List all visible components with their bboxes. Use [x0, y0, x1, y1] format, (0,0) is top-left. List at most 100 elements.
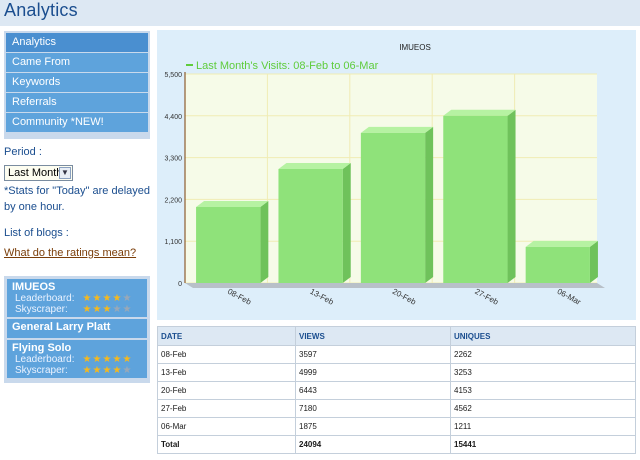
cell-date: 06-Mar — [157, 417, 296, 436]
skyscraper-label: Skyscraper: — [15, 365, 68, 376]
star-icon: ★ — [122, 292, 132, 304]
star-icon: ★ — [82, 292, 92, 304]
cell-views: 7180 — [295, 399, 451, 418]
blogs-list-label: List of blogs : — [4, 227, 69, 239]
blog-item-flying-solo[interactable]: Flying Solo Leaderboard: ★ ★ ★ ★ ★ Skyscrape… — [7, 340, 147, 378]
visits-bar-chart: 0 1,100 2,200 3,300 4,400 5,500 08-Feb 13-Feb 20… — [164, 43, 605, 307]
x-tick-label: 13-Feb — [308, 287, 335, 307]
star-icon: ★ — [92, 364, 102, 376]
table-header-row: DATE VIEWS UNIQUES — [157, 326, 636, 346]
period-label: Period : — [4, 146, 42, 158]
star-rating: ★ ★ ★ ★ ★ — [82, 353, 132, 365]
bar-top — [278, 163, 351, 169]
y-tick-label: 1,100 — [164, 239, 182, 246]
bar — [196, 207, 261, 283]
cell-views: 4999 — [295, 363, 451, 382]
leaderboard-label: Leaderboard: — [15, 293, 75, 304]
column-header-uniques: UNIQUES — [450, 326, 636, 346]
cell-date: 27-Feb — [157, 399, 296, 418]
star-icon: ★ — [92, 292, 102, 304]
bar-top — [196, 201, 269, 207]
leaderboard-rating: Leaderboard: ★ ★ ★ ★ ★ — [12, 293, 142, 304]
leaderboard-rating: Leaderboard: ★ ★ ★ ★ ★ — [12, 354, 142, 365]
star-rating: ★ ★ ★ ★ ★ — [82, 364, 132, 376]
ratings-help-link[interactable]: What do the ratings mean? — [4, 247, 137, 259]
nav-item-analytics[interactable]: Analytics — [6, 33, 148, 52]
blog-item-general-larry-platt[interactable]: General Larry Platt — [7, 319, 147, 338]
star-icon: ★ — [122, 364, 132, 376]
bar — [525, 246, 590, 283]
star-icon: ★ — [92, 353, 102, 365]
star-icon: ★ — [92, 303, 102, 315]
cell-uniques: 3253 — [450, 363, 636, 382]
blog-name[interactable]: General Larry Platt — [12, 321, 111, 333]
star-icon: ★ — [82, 364, 92, 376]
cell-uniques: 1211 — [450, 417, 636, 436]
column-header-views: VIEWS — [295, 326, 451, 346]
chart-title: IMUEOS — [399, 43, 431, 52]
table-row: 13-Feb 4999 3253 — [157, 363, 636, 382]
y-tick-label: 4,400 — [164, 114, 182, 121]
cell-views: 3597 — [295, 345, 451, 364]
leaderboard-label: Leaderboard: — [15, 354, 75, 365]
cell-date: 13-Feb — [157, 363, 296, 382]
star-icon: ★ — [112, 364, 122, 376]
y-tick-label: 3,300 — [164, 156, 182, 163]
bar-top — [525, 240, 598, 247]
cell-views: 1875 — [295, 417, 451, 436]
star-rating: ★ ★ ★ ★ ★ — [82, 292, 132, 304]
bar-side — [260, 201, 269, 283]
nav-item-keywords[interactable]: Keywords — [6, 73, 148, 92]
blogs-list: IMUEOS Leaderboard: ★ ★ ★ ★ ★ Skyscraper: ★ ★… — [4, 276, 150, 383]
blog-name[interactable]: Flying Solo — [12, 342, 72, 354]
blog-item-imueos[interactable]: IMUEOS Leaderboard: ★ ★ ★ ★ ★ Skyscraper: ★ ★… — [7, 279, 147, 317]
y-tick-label: 0 — [178, 281, 182, 288]
cell-total-label: Total — [157, 435, 296, 454]
stats-table: DATE VIEWS UNIQUES 08-Feb 3597 2262 13-F… — [157, 326, 636, 454]
cell-uniques: 4153 — [450, 381, 636, 400]
table-total-row: Total 24094 15441 — [157, 435, 636, 454]
x-tick-label: 27-Feb — [473, 287, 500, 307]
period-selected-value: Last Month — [8, 167, 63, 179]
nav-item-came-from[interactable]: Came From — [6, 53, 148, 72]
star-icon: ★ — [82, 303, 92, 315]
period-select[interactable]: Last Month ▼ — [4, 165, 73, 181]
star-icon: ★ — [112, 303, 122, 315]
bar — [443, 115, 508, 283]
skyscraper-label: Skyscraper: — [15, 304, 68, 315]
star-icon: ★ — [112, 292, 122, 304]
star-icon: ★ — [102, 364, 112, 376]
bar-side — [342, 163, 351, 283]
app-header: Analytics — [0, 0, 640, 26]
bar-side — [507, 109, 516, 283]
star-icon: ★ — [82, 353, 92, 365]
nav-item-referrals[interactable]: Referrals — [6, 93, 148, 112]
table-row: 06-Mar 1875 1211 — [157, 417, 636, 436]
star-icon: ★ — [102, 353, 112, 365]
star-icon: ★ — [122, 303, 132, 315]
cell-views: 6443 — [295, 381, 451, 400]
nav-item-community[interactable]: Community *NEW! — [6, 113, 148, 132]
skyscraper-rating: Skyscraper: ★ ★ ★ ★ ★ — [12, 365, 142, 376]
table-row: 20-Feb 6443 4153 — [157, 381, 636, 400]
bar-top — [443, 109, 516, 116]
table-row: 27-Feb 7180 4562 — [157, 399, 636, 418]
skyscraper-rating: Skyscraper: ★ ★ ★ ★ ★ — [12, 304, 142, 315]
chart-floor — [185, 283, 605, 288]
chevron-down-icon[interactable]: ▼ — [59, 167, 71, 179]
x-tick-label: 08-Feb — [226, 287, 253, 307]
y-tick-label: 5,500 — [164, 72, 182, 79]
sidebar-nav: Analytics Came From Keywords Referrals C… — [4, 31, 150, 139]
bar — [360, 132, 426, 283]
blog-name[interactable]: IMUEOS — [12, 281, 56, 293]
y-tick-label: 2,200 — [164, 197, 182, 204]
x-tick-label: 06-Mar — [556, 287, 583, 307]
stats-delay-note: *Stats for "Today" are delayed by one ho… — [4, 185, 151, 213]
cell-date: 20-Feb — [157, 381, 296, 400]
stats-table-wrap: DATE VIEWS UNIQUES 08-Feb 3597 2262 13-F… — [157, 326, 636, 457]
cell-uniques: 4562 — [450, 399, 636, 418]
star-icon: ★ — [102, 303, 112, 315]
column-header-date: DATE — [157, 326, 296, 346]
bar-side — [589, 240, 598, 283]
bar-top — [360, 126, 434, 133]
